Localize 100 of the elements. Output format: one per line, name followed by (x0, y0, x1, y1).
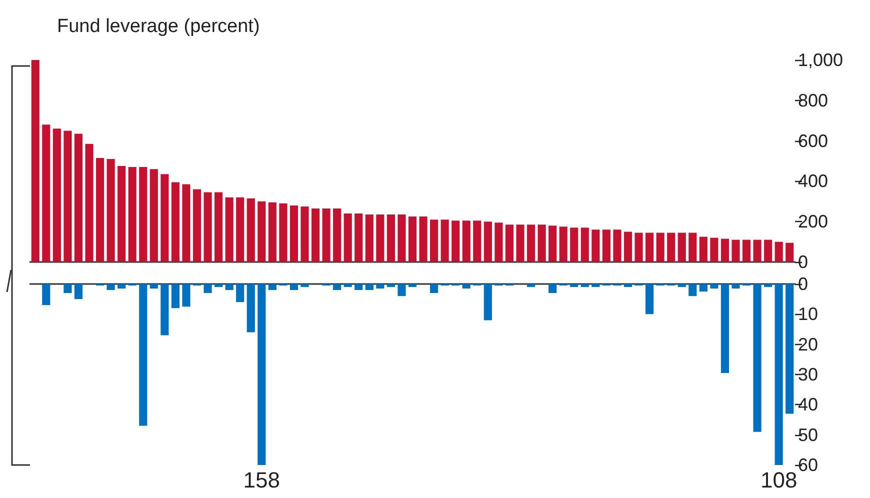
bar (204, 192, 212, 262)
bar (699, 236, 708, 262)
y-tick-label: 20 (798, 334, 818, 354)
bar (192, 189, 202, 262)
bar (699, 284, 708, 292)
bar (236, 197, 244, 262)
bar (236, 284, 244, 302)
bar (225, 284, 234, 290)
bar (74, 134, 83, 262)
bar (494, 222, 503, 262)
bar (365, 214, 374, 262)
bar (786, 284, 794, 414)
bar (678, 284, 686, 288)
bar (300, 284, 309, 288)
bar (376, 214, 384, 262)
bar (764, 284, 772, 288)
bar (732, 240, 740, 262)
bar (753, 284, 762, 432)
bar (624, 284, 632, 288)
bar (268, 284, 276, 290)
bar (258, 201, 266, 262)
bar (559, 226, 568, 262)
y-tick-label: 10 (798, 304, 818, 324)
bar (570, 228, 578, 262)
bar (570, 284, 578, 288)
bar (484, 284, 492, 320)
bar (624, 232, 632, 262)
bar (753, 240, 762, 262)
chart-title: Fund leverage (percent) (57, 16, 260, 37)
bar (246, 198, 255, 262)
bar (300, 206, 309, 262)
bar (408, 216, 417, 262)
bar (634, 232, 643, 262)
y-tick-label: 30 (798, 364, 818, 384)
bar (376, 284, 384, 289)
bar (656, 232, 664, 262)
y-tick-label: 800 (798, 90, 828, 110)
bar (688, 232, 697, 262)
bar (720, 238, 730, 262)
bar (118, 166, 126, 262)
bar (344, 284, 352, 288)
bar (344, 214, 352, 262)
bar (538, 224, 546, 262)
bar (74, 284, 83, 300)
bar (646, 232, 654, 262)
bar (106, 284, 115, 290)
bar (613, 230, 622, 262)
bar (204, 284, 212, 294)
bar (52, 128, 61, 262)
bar (462, 220, 470, 262)
bar (580, 284, 589, 288)
bar (732, 284, 740, 289)
bar (214, 284, 223, 288)
y-tick-label: 200 (798, 212, 828, 232)
bar (386, 284, 395, 288)
bar (688, 284, 697, 296)
bar (473, 220, 482, 262)
bar (279, 203, 288, 262)
bar (786, 242, 794, 262)
bar (408, 284, 417, 288)
bar (516, 224, 524, 262)
y-tick-label: 1,000 (798, 50, 844, 70)
bar (311, 208, 320, 262)
bar (592, 230, 600, 262)
bar (214, 192, 223, 262)
bar (386, 214, 395, 262)
bar (150, 169, 158, 262)
bar (150, 284, 158, 289)
bar (764, 240, 772, 262)
bar (139, 167, 148, 262)
bar (452, 220, 460, 262)
bar (139, 284, 148, 426)
y-tick-label: 0 (798, 274, 808, 294)
bar (354, 284, 363, 290)
bar (548, 284, 557, 294)
bar (580, 228, 589, 262)
bar (720, 284, 730, 373)
bar (64, 130, 72, 262)
bar (419, 216, 428, 262)
bar (710, 284, 718, 289)
bar (354, 214, 363, 262)
bar (505, 224, 514, 262)
bar (42, 124, 50, 262)
bar (128, 167, 136, 262)
bar (398, 214, 406, 262)
y-tick-label: 40 (798, 394, 818, 415)
bar (430, 284, 438, 294)
bar (268, 202, 276, 262)
bar (742, 240, 751, 262)
bar (333, 208, 342, 262)
bar (710, 238, 718, 262)
bar (42, 284, 50, 306)
bar (462, 284, 470, 289)
annotation: 158 (243, 468, 280, 492)
y-tick-label: 60 (798, 455, 818, 475)
bar (548, 226, 557, 262)
bar (96, 158, 104, 262)
bar (118, 284, 126, 289)
y-tick-label: 600 (798, 130, 828, 151)
y-tick-label: 400 (798, 171, 828, 192)
